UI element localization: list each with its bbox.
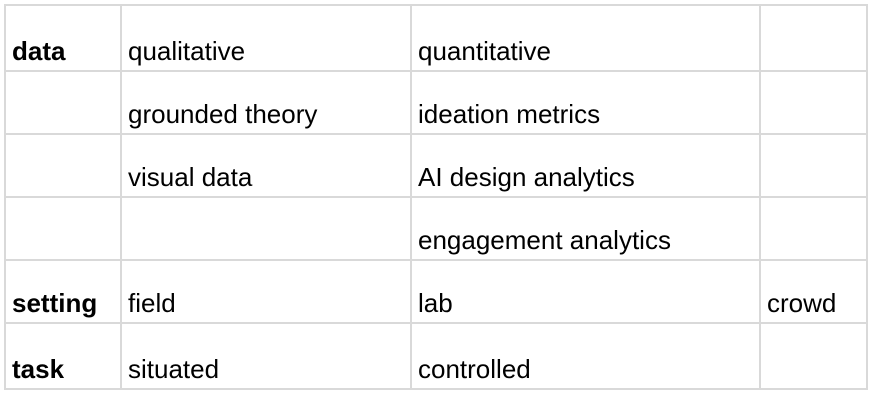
- table-cell: crowd: [759, 259, 868, 324]
- table-row: setting field lab crowd: [4, 259, 868, 324]
- table-row: task situated controlled: [4, 322, 868, 390]
- table-cell: controlled: [410, 322, 761, 390]
- table-cell: grounded theory: [120, 70, 412, 135]
- table-cell: visual data: [120, 133, 412, 198]
- row-header-task: task: [4, 322, 122, 390]
- row-header-setting: setting: [4, 259, 122, 324]
- table-cell: quantitative: [410, 4, 761, 72]
- table-cell: ideation metrics: [410, 70, 761, 135]
- table-row: grounded theory ideation metrics: [4, 70, 868, 135]
- methods-table: data qualitative quantitative grounded t…: [4, 4, 868, 390]
- row-header-empty: [4, 70, 122, 135]
- table-row: data qualitative quantitative: [4, 4, 868, 72]
- table-cell: engagement analytics: [410, 196, 761, 261]
- row-header-empty: [4, 196, 122, 261]
- table-cell: [120, 196, 412, 261]
- table-cell: situated: [120, 322, 412, 390]
- table-row: engagement analytics: [4, 196, 868, 261]
- table-cell: field: [120, 259, 412, 324]
- table-cell: [759, 133, 868, 198]
- table-cell: [759, 322, 868, 390]
- table-cell: qualitative: [120, 4, 412, 72]
- table-cell: [759, 4, 868, 72]
- table-cell: [759, 196, 868, 261]
- row-header-empty: [4, 133, 122, 198]
- row-header-data: data: [4, 4, 122, 72]
- table-cell: AI design analytics: [410, 133, 761, 198]
- table-row: visual data AI design analytics: [4, 133, 868, 198]
- table-cell: lab: [410, 259, 761, 324]
- table-cell: [759, 70, 868, 135]
